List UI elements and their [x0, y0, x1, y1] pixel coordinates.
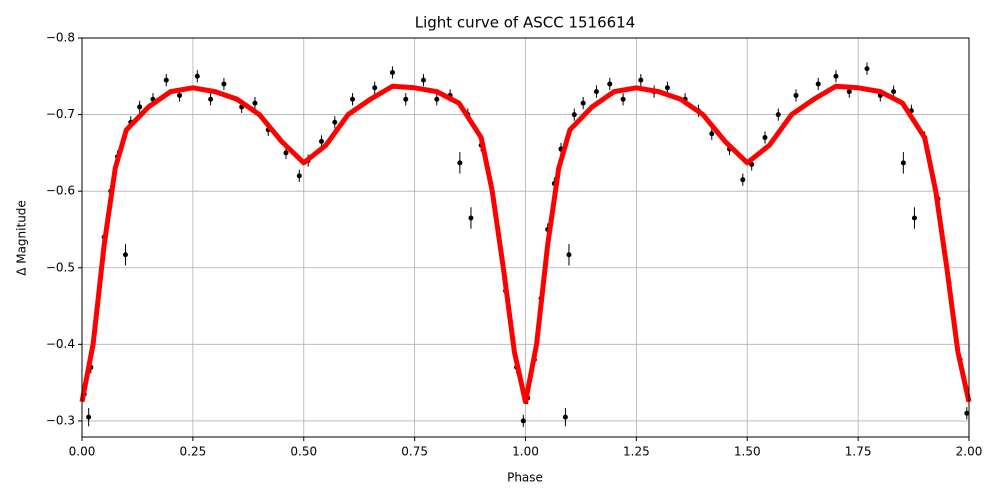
y-tick-label: −0.3 [46, 413, 75, 427]
plot-frame [81, 37, 970, 438]
data-point [562, 414, 568, 420]
x-tick-label: 0.25 [180, 445, 207, 459]
y-tick-label: −0.7 [46, 107, 75, 121]
data-point [664, 85, 670, 91]
data-point [964, 410, 970, 416]
y-tick-label: −0.5 [46, 260, 75, 274]
data-point [638, 77, 644, 83]
data-point [468, 215, 474, 221]
x-tick-label: 2.00 [956, 445, 983, 459]
data-point [221, 81, 227, 87]
data-point [900, 160, 906, 166]
y-tick-label: −0.4 [46, 337, 75, 351]
data-point [296, 173, 302, 179]
data-point [318, 138, 324, 144]
y-tick-label: −0.6 [46, 184, 75, 198]
x-tick-label: 1.00 [512, 445, 539, 459]
chart-title: Light curve of ASCC 1516614 [415, 14, 636, 32]
model-line [79, 83, 972, 405]
y-axis-label: Δ Magnitude [15, 200, 29, 276]
data-point [911, 215, 917, 221]
data-point [815, 81, 821, 87]
data-point [709, 131, 715, 137]
data-point [350, 96, 356, 102]
data-point [620, 96, 626, 102]
x-tick-label: 1.25 [623, 445, 650, 459]
data-point [403, 96, 409, 102]
data-point [593, 89, 599, 95]
x-tick-label: 0.75 [401, 445, 428, 459]
data-point [520, 418, 526, 424]
x-tick-label: 0.50 [290, 445, 317, 459]
data-point [163, 77, 169, 83]
data-point [580, 100, 586, 106]
data-point [864, 66, 870, 72]
x-tick-label: 0.00 [69, 445, 96, 459]
data-point [434, 96, 440, 102]
x-tick-label: 1.75 [845, 445, 872, 459]
data-point [122, 252, 128, 258]
data-point [571, 112, 577, 118]
data-point [891, 89, 897, 95]
x-axis-label: Phase [507, 471, 543, 485]
data-point [846, 89, 852, 95]
x-tick-label: 1.50 [734, 445, 761, 459]
data-point [389, 69, 395, 75]
data-point [283, 150, 289, 156]
data-point [775, 112, 781, 118]
data-point [607, 81, 613, 87]
data-point [420, 77, 426, 83]
data-point [86, 414, 92, 420]
y-tick-label: −0.8 [46, 31, 75, 45]
data-point [793, 92, 799, 98]
data-point [762, 135, 768, 141]
data-point [194, 73, 200, 79]
data-point [332, 119, 338, 125]
data-point [457, 160, 463, 166]
data-point [740, 177, 746, 183]
data-point [372, 85, 378, 91]
data-point [566, 252, 572, 258]
data-point [137, 104, 143, 110]
data-point [252, 100, 258, 106]
data-point [208, 96, 214, 102]
data-point [177, 92, 183, 98]
data-point [833, 73, 839, 79]
